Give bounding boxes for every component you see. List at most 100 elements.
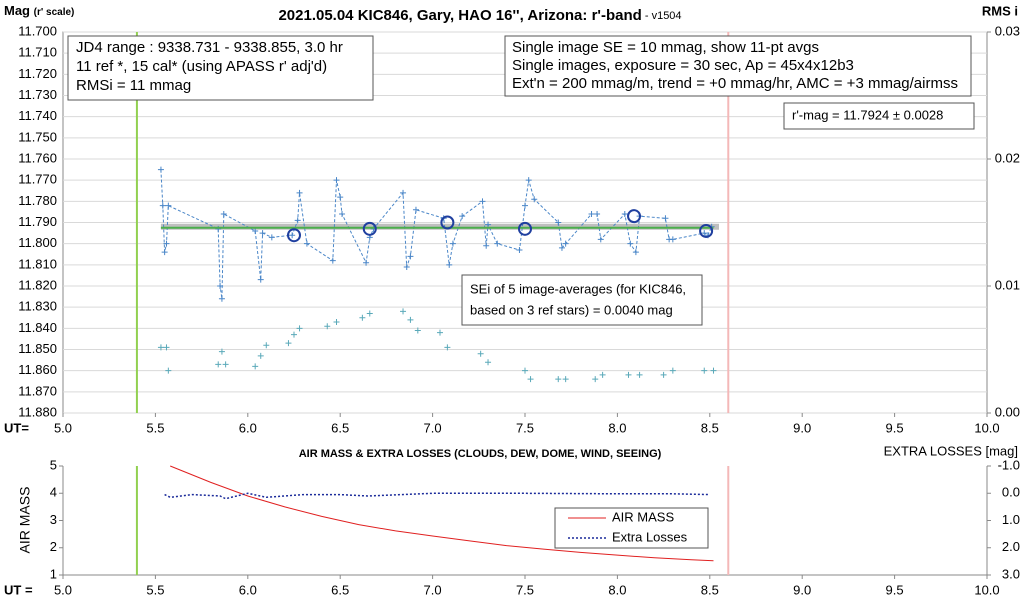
data-point: [479, 198, 486, 205]
data-point: [291, 331, 297, 338]
legend-box: [554, 507, 709, 549]
data-point: [485, 221, 492, 228]
data-point: [218, 295, 225, 302]
y2-tick-label: 0.00: [995, 404, 1020, 419]
y-tick-label: 11.740: [18, 108, 57, 123]
average-point: [362, 221, 377, 236]
y2-axis-label: RMS i: [982, 3, 1018, 18]
y2-tick-label: 1.0: [1002, 512, 1020, 527]
info-right-text: Single images, exposure = 30 sec, Ap = 4…: [512, 57, 854, 74]
data-point: [222, 361, 229, 368]
ylabel-note: (r' scale): [34, 7, 75, 18]
data-point: [163, 344, 170, 351]
data-point: [324, 323, 331, 330]
y-tick-label: 11.810: [18, 256, 57, 271]
x-tick-label: 9.0: [793, 420, 811, 435]
data-point: [165, 367, 172, 374]
data-point: [449, 240, 456, 247]
series-line: [160, 169, 713, 299]
data-point: [268, 234, 275, 241]
data-point: [407, 316, 414, 323]
info-left-box: [67, 35, 374, 101]
data-point: [366, 310, 373, 317]
title: 2021.05.04 KIC846, Gary, HAO 16'', Arizo…: [278, 7, 641, 24]
data-point: [263, 342, 270, 349]
x-tick-label: 5.0: [54, 582, 72, 597]
data-point: [588, 211, 595, 218]
data-point: [562, 240, 569, 247]
x-tick-label: 6.5: [331, 582, 349, 597]
x-tick-label: 6.0: [239, 582, 257, 597]
info-right-text: Single image SE = 10 mmag, show 11-pt av…: [512, 39, 819, 56]
data-point: [527, 376, 534, 383]
y-tick-label: 11.730: [18, 87, 57, 102]
y2-tick-label: 2.0: [1002, 539, 1020, 554]
chart-title: AIR MASS & EXTRA LOSSES (CLOUDS, DEW, DO…: [299, 448, 662, 460]
data-point: [710, 367, 717, 374]
data-point: [592, 376, 599, 383]
info-left-text: 11 ref *, 15 cal* (using APASS r' adj'd): [76, 58, 327, 75]
y-tick-label: 11.700: [18, 23, 57, 38]
data-point: [522, 202, 528, 209]
x-axis-label: UT =: [4, 582, 33, 597]
result-box: [783, 102, 975, 130]
x-tick-label: 7.0: [424, 582, 442, 597]
data-point: [632, 249, 639, 256]
data-point: [217, 283, 224, 289]
legend-label: Extra Losses: [612, 529, 688, 544]
average-point: [627, 209, 642, 224]
data-point: [294, 217, 301, 224]
version: - v1504: [642, 10, 682, 22]
info-right-text: Ext'n = 200 mmag/m, trend = +0 mmag/hr, …: [512, 75, 958, 92]
data-point: [363, 259, 370, 266]
x-tick-label: 8.5: [701, 582, 719, 597]
average-point: [287, 228, 301, 243]
data-point: [436, 329, 443, 336]
data-point: [359, 314, 366, 321]
data-point: [218, 348, 225, 355]
data-point: [459, 213, 466, 220]
y-tick-label: 3: [50, 512, 57, 527]
x-tick-label: 6.0: [239, 420, 257, 435]
data-point: [485, 359, 492, 366]
note-text: SEi of 5 image-averages (for KIC846,: [470, 281, 686, 296]
data-point: [285, 340, 292, 347]
x-tick-label: 9.0: [793, 582, 811, 597]
x-tick-label: 8.5: [701, 420, 719, 435]
data-point: [333, 318, 340, 325]
y-tick-label: 11.760: [18, 150, 57, 165]
data-point: [625, 371, 632, 378]
y-tick-label: 11.840: [18, 320, 57, 335]
x-axis-label: UT=: [4, 420, 29, 435]
y2-tick-label: 0.01: [995, 277, 1020, 292]
data-point: [531, 196, 538, 203]
data-point: [701, 367, 708, 374]
data-point: [483, 242, 490, 249]
y-tick-label: 11.860: [18, 362, 57, 377]
data-point: [621, 211, 628, 218]
data-point: [701, 230, 708, 237]
y-tick-label: 11.850: [18, 341, 57, 356]
x-tick-label: 10.0: [974, 420, 999, 435]
chart-title: 2021.05.04 KIC846, Gary, HAO 16'', Arizo…: [278, 7, 681, 24]
data-point: [163, 240, 170, 247]
data-point: [597, 236, 604, 243]
data-point: [525, 177, 532, 184]
data-point: [412, 206, 419, 213]
data-point: [414, 327, 421, 334]
data-point: [669, 236, 676, 243]
x-tick-label: 5.5: [146, 582, 164, 597]
data-point: [400, 189, 407, 196]
data-point: [252, 227, 259, 234]
x-tick-label: 7.5: [516, 582, 534, 597]
data-point: [157, 344, 164, 351]
average-point: [440, 215, 455, 230]
y2-tick-label: 0.02: [995, 150, 1020, 165]
data-point: [522, 367, 528, 374]
data-point: [400, 308, 407, 315]
y-tick-label: 11.720: [18, 66, 57, 81]
note-box: [461, 274, 703, 326]
y-tick-label: 4: [50, 485, 57, 500]
x-tick-label: 8.0: [608, 582, 626, 597]
